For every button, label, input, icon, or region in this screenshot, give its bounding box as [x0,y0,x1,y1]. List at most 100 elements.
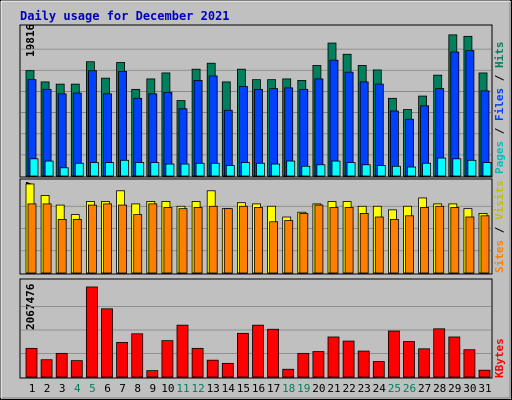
kbytes-bar [387,330,400,378]
sites-bar [329,207,339,274]
x-tick-label: 9 [149,382,156,395]
kbytes-bar [463,349,476,378]
kbytes-bars [21,286,491,378]
sites-bar [374,216,384,274]
files-bar [374,83,384,177]
sites-bar [254,207,263,274]
x-tick-label: 8 [134,382,141,395]
kbytes-bar [86,286,98,378]
kbytes-bar [191,347,204,378]
files-bar [57,93,67,177]
x-tick-label: 16 [252,382,265,395]
pages-bar [376,165,386,177]
pages-bar [482,162,492,177]
pages-bar [90,162,99,177]
pages-bar [286,160,296,177]
kbytes-bar [25,347,38,378]
sites-bar [193,207,203,274]
pages-bar [74,162,84,177]
pages-bar [407,166,416,177]
sites-bar [57,218,67,274]
files-bar [359,81,369,177]
pages-bar [467,159,477,177]
sites-bar [238,205,248,274]
kbytes-bar [206,359,219,378]
x-tick-label: 13 [207,382,220,395]
files-bar [450,51,460,177]
x-tick-label: 21 [327,382,340,395]
kbytes-bar [116,342,128,378]
kbytes-bar [418,348,431,378]
pages-bar [240,162,250,177]
x-tick-label: 24 [373,382,387,395]
sites-bar [465,216,475,274]
pages-bar [165,163,175,177]
files-bar [465,50,475,177]
kbytes-bar [70,360,83,378]
visits-legend: Sites / Visits [493,180,506,273]
kbytes-bar [101,308,113,378]
pages-bar [225,165,235,177]
legend-sep-3: / [493,220,506,240]
sites-bar [208,205,218,274]
kbytes-legend: KBytes [493,338,506,378]
kbytes-bar [221,362,234,378]
files-bar [329,59,339,177]
kbytes-bar [448,336,461,378]
x-tick-label: 10 [161,382,174,395]
sites-bar [72,218,82,274]
x-tick-label: 5 [89,382,96,395]
kbytes-bar [40,359,53,378]
x-tick-label: 27 [418,382,431,395]
kbytes-bar [478,369,491,378]
x-tick-label: 19 [297,382,310,395]
kbytes-bar [267,328,280,378]
visits-bars [21,183,491,274]
legend-sep-1: / [493,121,506,141]
x-tick-label: 25 [388,382,401,395]
sites-bar [133,214,143,274]
legend-sites: Sites [493,240,506,273]
pages-bar [331,160,341,177]
files-bar [88,70,97,177]
kbytes-bar [282,368,295,378]
sites-bar [435,205,445,274]
kbytes-bar [161,340,174,378]
pages-bar [316,164,326,177]
x-tick-label: 11 [176,382,189,395]
sites-bar [420,207,430,274]
pages-bar [59,167,69,177]
pages-bar [301,165,311,177]
hits-bars [21,34,492,177]
pages-bar [195,162,205,177]
kbytes-bar [312,351,325,378]
sites-bar [163,207,173,274]
sites-bar [148,203,158,274]
x-tick-label: 1 [29,382,36,395]
legend-hits: Hits [493,42,506,69]
legend-sep-2: / [493,68,506,88]
pages-bar [452,158,462,177]
pages-bar [422,162,432,177]
files-bar [269,88,279,177]
kbytes-bar [236,332,249,378]
x-tick-label: 18 [282,382,295,395]
kbytes-bar [55,352,68,378]
x-axis-labels: 1 2 3 4 5 6 7 8 9 10 11 12 13 14 15 16 17 18 19 20 21 22 23 24 2… [29,382,492,395]
sites-bar [88,204,97,274]
pages-bar [437,157,447,177]
kbytes-bar [327,336,340,378]
x-tick-label: 28 [433,382,446,395]
x-tick-label: 15 [237,382,250,395]
sites-bar [42,203,52,274]
visits-panel: 747 Sites / Visits [19,178,506,275]
sites-bar [405,215,414,274]
pages-bar [135,162,145,177]
kbytes-bar [252,324,264,378]
kbytes-bar [146,370,159,378]
pages-bar [271,163,281,177]
x-tick-label: 29 [448,382,461,395]
pages-bar [346,162,356,177]
kbytes-panel: 2067476 KBytes [19,278,506,379]
x-tick-label: 14 [222,382,236,395]
